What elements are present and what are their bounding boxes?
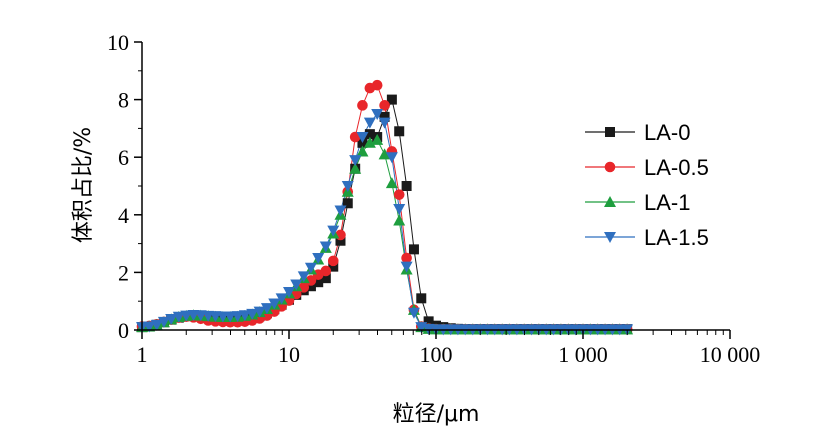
data-point: [224, 311, 237, 323]
y-tick-label: 8: [118, 88, 129, 113]
data-point: [231, 311, 244, 323]
data-point: [283, 286, 295, 298]
data-point: [341, 181, 354, 192]
data-point: [327, 225, 340, 237]
legend-label: LA-0: [644, 120, 690, 145]
data-point: [356, 145, 369, 157]
data-point: [416, 293, 427, 304]
data-point: [165, 314, 178, 326]
data-point: [371, 109, 384, 120]
data-point: [312, 253, 325, 264]
data-point: [328, 261, 339, 272]
data-point: [319, 241, 332, 253]
y-tick-label: 2: [118, 260, 129, 285]
data-point: [305, 281, 316, 292]
data-point: [385, 152, 398, 164]
data-point: [320, 273, 331, 284]
data-point: [401, 252, 412, 264]
data-point: [320, 265, 332, 277]
data-point: [349, 162, 362, 174]
data-point: [363, 117, 376, 129]
data-point: [408, 244, 419, 255]
data-point: [371, 79, 383, 91]
data-point: [393, 214, 406, 226]
data-point: [150, 319, 163, 331]
data-point: [371, 133, 384, 145]
data-point: [268, 298, 281, 310]
data-point: [363, 136, 376, 148]
data-point: [143, 321, 156, 333]
data-point: [342, 198, 353, 209]
data-point: [379, 100, 390, 111]
data-point: [290, 279, 303, 291]
y-axis-title: 体积占比/%: [71, 127, 96, 243]
legend-label: LA-0.5: [644, 155, 709, 180]
data-point: [364, 129, 375, 140]
data-point: [157, 316, 170, 328]
data-point: [297, 271, 310, 283]
data-point: [393, 204, 406, 216]
data-point: [275, 293, 288, 305]
data-point: [172, 311, 185, 323]
legend-marker: [604, 161, 616, 173]
data-point: [253, 306, 266, 318]
x-tick-label: 1: [137, 342, 148, 367]
y-tick-label: 10: [107, 30, 129, 55]
data-point: [334, 205, 347, 217]
data-point: [313, 277, 324, 288]
data-point: [246, 308, 259, 320]
y-tick-label: 4: [118, 203, 129, 228]
data-point: [407, 307, 420, 319]
data-point: [356, 132, 369, 144]
data-point: [304, 262, 317, 274]
data-point: [379, 111, 390, 122]
data-point: [385, 177, 398, 189]
x-axis-title: 粒径/μm: [393, 402, 480, 427]
legend-marker: [605, 127, 615, 137]
legend: LA-0 LA-0.5 LA-1 LA-1.5: [585, 120, 709, 250]
data-point: [335, 235, 346, 246]
data-point: [327, 255, 339, 267]
data-point: [394, 126, 405, 137]
data-point: [378, 117, 391, 129]
data-point: [423, 316, 434, 327]
data-point: [349, 155, 362, 167]
data-point: [238, 310, 251, 322]
x-tick-label: 100: [420, 342, 453, 367]
plot-area: [136, 79, 634, 336]
axes: 1 10 100 1 000 10 000 0 2 4 6 8 10: [107, 30, 760, 367]
series-line: [141, 97, 628, 330]
series-line: [141, 139, 628, 330]
data-point: [393, 189, 405, 200]
data-point: [378, 148, 391, 160]
x-tick-label: 10 000: [700, 342, 761, 367]
x-tick-label: 10: [278, 342, 300, 367]
x-tick-label: 1 000: [558, 342, 608, 367]
data-point: [357, 100, 368, 111]
y-tick-label: 0: [118, 318, 129, 343]
legend-label: LA-1.5: [644, 225, 709, 250]
data-point: [180, 310, 193, 322]
data-point: [260, 303, 273, 315]
legend-label: LA-1: [644, 190, 690, 215]
data-point: [400, 261, 413, 273]
legend-marker: [604, 232, 616, 243]
series-line: [141, 113, 628, 330]
y-tick-label: 6: [118, 145, 129, 170]
legend-marker: [604, 196, 616, 207]
data-point: [386, 94, 397, 105]
data-point: [401, 181, 412, 191]
